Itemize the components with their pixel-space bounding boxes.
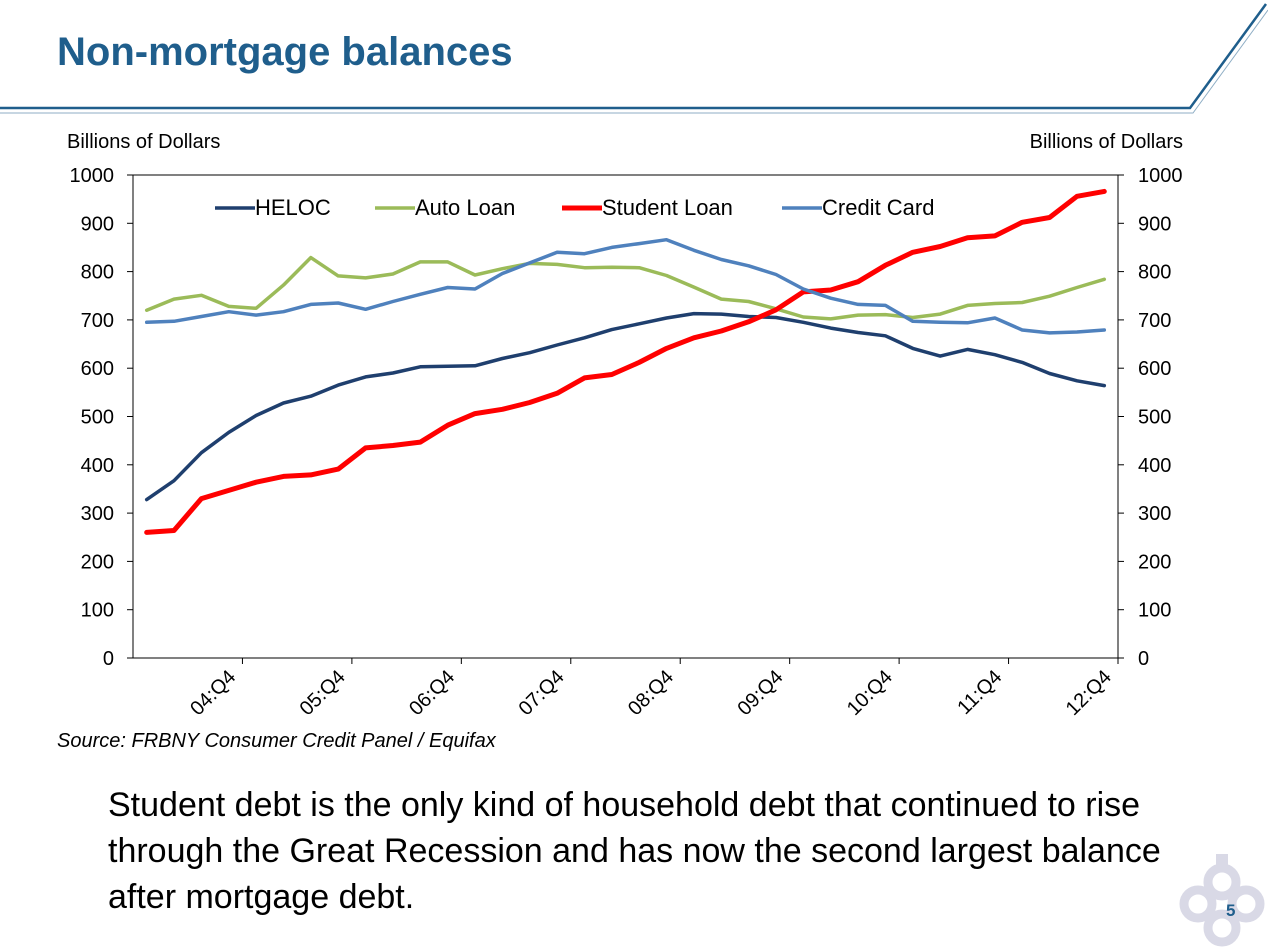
series-line-credit-card bbox=[144, 237, 1107, 335]
x-tick-label: 05:Q4 bbox=[296, 666, 350, 720]
y-tick-label-left: 1000 bbox=[70, 165, 115, 187]
y-tick-label-right: 700 bbox=[1138, 310, 1171, 332]
bank-seal-logo bbox=[1179, 854, 1265, 947]
body-text: Student debt is the only kind of househo… bbox=[108, 786, 1161, 916]
y-tick-label-right: 500 bbox=[1138, 407, 1171, 429]
x-tick-label: 06:Q4 bbox=[405, 666, 459, 720]
y-tick-label-right: 1000 bbox=[1138, 165, 1183, 187]
page-number: 5 bbox=[1226, 901, 1236, 920]
series-line-student-loan bbox=[144, 188, 1107, 535]
plot-area bbox=[132, 174, 1119, 659]
series-line-auto-loan bbox=[144, 255, 1107, 321]
y-tick-label-left: 300 bbox=[81, 503, 114, 525]
y-tick-label-right: 300 bbox=[1138, 503, 1171, 525]
y-tick-label-right: 900 bbox=[1138, 213, 1171, 235]
y-tick-label-left: 800 bbox=[81, 262, 114, 284]
series-line-heloc bbox=[144, 311, 1107, 502]
x-tick-label: 07:Q4 bbox=[515, 666, 569, 720]
legend-label-heloc: HELOC bbox=[255, 195, 331, 220]
line-chart: 0 0 100 100 200 200 300 300 400 400 500 500 600 600 70… bbox=[67, 131, 1183, 720]
y-tick-label-left: 700 bbox=[81, 310, 114, 332]
x-tick-label: 09:Q4 bbox=[733, 666, 787, 720]
source-note: Source: FRBNY Consumer Credit Panel / Eq… bbox=[57, 730, 496, 752]
slide-title: Non-mortgage balances bbox=[57, 30, 513, 74]
y-axis-title-right: Billions of Dollars bbox=[1030, 131, 1183, 153]
y-tick-label-left: 200 bbox=[81, 551, 114, 573]
y-tick-label-right: 0 bbox=[1138, 648, 1149, 670]
y-tick-label-left: 100 bbox=[81, 600, 114, 622]
x-tick-label: 11:Q4 bbox=[953, 666, 1006, 719]
y-tick-label-left: 0 bbox=[103, 648, 114, 670]
y-tick-label-left: 600 bbox=[81, 358, 114, 380]
x-tick-label: 10:Q4 bbox=[843, 666, 897, 720]
x-tick-label: 12:Q4 bbox=[1062, 666, 1116, 720]
y-tick-label-right: 800 bbox=[1138, 262, 1171, 284]
x-tick-label: 04:Q4 bbox=[186, 666, 240, 720]
y-tick-label-left: 900 bbox=[81, 213, 114, 235]
y-axis-title-left: Billions of Dollars bbox=[67, 131, 220, 153]
y-tick-label-left: 400 bbox=[81, 455, 114, 477]
legend-label-student-loan: Student Loan bbox=[602, 195, 733, 220]
y-tick-label-left: 500 bbox=[81, 407, 114, 429]
y-tick-label-right: 400 bbox=[1138, 455, 1171, 477]
legend-label-auto-loan: Auto Loan bbox=[415, 195, 515, 220]
y-tick-label-right: 200 bbox=[1138, 551, 1171, 573]
header-banner bbox=[0, 3, 1268, 114]
y-tick-label-right: 100 bbox=[1138, 600, 1171, 622]
y-tick-label-right: 600 bbox=[1138, 358, 1171, 380]
x-tick-label: 08:Q4 bbox=[624, 666, 678, 720]
legend-label-credit-card: Credit Card bbox=[822, 195, 934, 220]
